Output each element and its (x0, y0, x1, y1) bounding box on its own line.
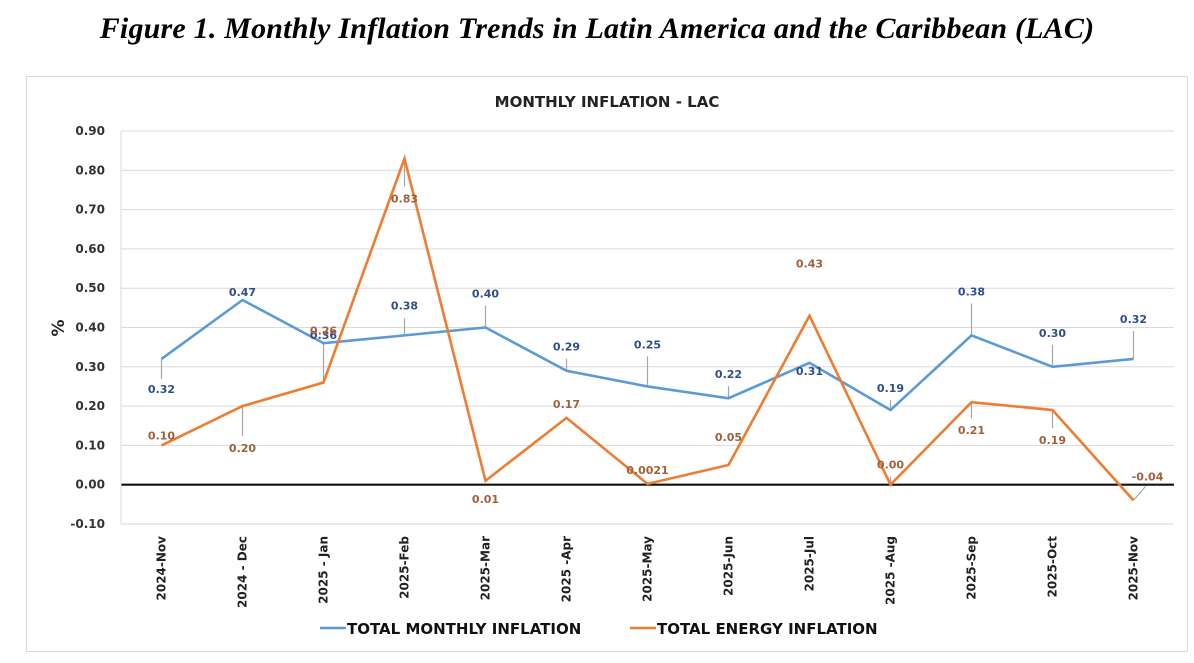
data-label: 0.01 (472, 493, 499, 506)
x-tick-label: 2025-May (641, 536, 655, 602)
data-label: 0.19 (1039, 434, 1066, 447)
data-label: 0.17 (553, 398, 580, 411)
data-label: 0.0021 (626, 464, 668, 477)
x-tick-label: 2025-Mar (479, 536, 493, 600)
y-axis-ticks: -0.10 0.00 0.10 0.20 0.30 0.40 0.50 0.60 0.70 0.8… (70, 124, 105, 531)
data-labels: 0.32 0.47 0.36 0.38 0.40 0.29 0.25 0.22 0.31 0.19… (148, 193, 1164, 506)
leader-line (1133, 486, 1146, 501)
y-tick-label: 0.50 (75, 281, 105, 295)
data-label: 0.00 (877, 459, 904, 472)
y-tick-label: 0.20 (75, 399, 105, 413)
data-label: 0.83 (391, 193, 418, 206)
data-label: 0.29 (553, 341, 580, 354)
series-line-total-monthly-inflation (160, 298, 1134, 412)
y-tick-label: 0.90 (75, 124, 105, 138)
data-label: 0.10 (148, 429, 175, 442)
data-label: -0.04 (1132, 470, 1164, 483)
x-tick-label: 2025-Jun (722, 536, 736, 596)
chart-title: MONTHLY INFLATION - LAC (495, 93, 720, 111)
y-tick-label: 0.10 (75, 438, 105, 452)
y-tick-label: 0.30 (75, 360, 105, 374)
data-label: 0.31 (796, 365, 823, 378)
data-label: 0.05 (715, 431, 742, 444)
x-tick-label: 2025 -Aug (884, 536, 898, 605)
data-label: 0.38 (391, 299, 418, 312)
data-label: 0.32 (148, 383, 175, 396)
x-axis-ticks: 2024-Nov 2024 - Dec 2025 - Jan 2025-Feb 2025… (155, 536, 1141, 608)
data-label: 0.47 (229, 286, 256, 299)
data-label: 0.20 (229, 442, 256, 455)
data-label: 0.25 (634, 338, 661, 351)
y-tick-label: 0.70 (75, 203, 105, 217)
series-lines (160, 154, 1135, 502)
x-tick-label: 2024 - Dec (236, 536, 250, 608)
y-tick-label: 0.60 (75, 242, 105, 256)
x-tick-label: 2025-Sep (965, 536, 979, 600)
data-label: 0.40 (472, 288, 499, 301)
x-tick-label: 2025 - Jan (317, 536, 331, 604)
y-tick-label: 0.80 (75, 163, 105, 177)
x-tick-label: 2025-Oct (1046, 536, 1060, 598)
x-tick-label: 2024-Nov (155, 536, 169, 601)
x-tick-label: 2025 -Apr (560, 536, 574, 602)
x-tick-label: 2025-Feb (398, 536, 412, 599)
data-label: 0.38 (958, 285, 985, 298)
x-tick-label: 2025-Jul (803, 536, 817, 592)
legend: TOTAL MONTHLY INFLATION TOTAL ENERGY INFL… (320, 620, 878, 638)
y-tick-label: -0.10 (70, 517, 105, 531)
x-tick-label: 2025-Nov (1127, 536, 1141, 601)
data-label-leaders (160, 158, 1146, 501)
data-label: 0.22 (715, 368, 742, 381)
legend-entry: TOTAL ENERGY INFLATION (657, 620, 878, 638)
legend-entry: TOTAL MONTHLY INFLATION (347, 620, 581, 638)
y-axis-label: % (49, 319, 69, 336)
y-tick-label: 0.40 (75, 321, 105, 335)
data-label: 0.30 (1039, 327, 1066, 340)
data-label: 0.36 (310, 329, 337, 342)
chart-frame (26, 76, 1188, 652)
data-label: 0.19 (877, 382, 904, 395)
figure-title: Figure 1. Monthly Inflation Trends in La… (99, 12, 1095, 45)
data-label: 0.26 (310, 325, 337, 338)
data-label: 0.43 (796, 258, 823, 271)
data-label: 0.21 (958, 424, 985, 437)
data-label: 0.32 (1120, 313, 1147, 326)
y-tick-label: 0.00 (75, 478, 105, 492)
